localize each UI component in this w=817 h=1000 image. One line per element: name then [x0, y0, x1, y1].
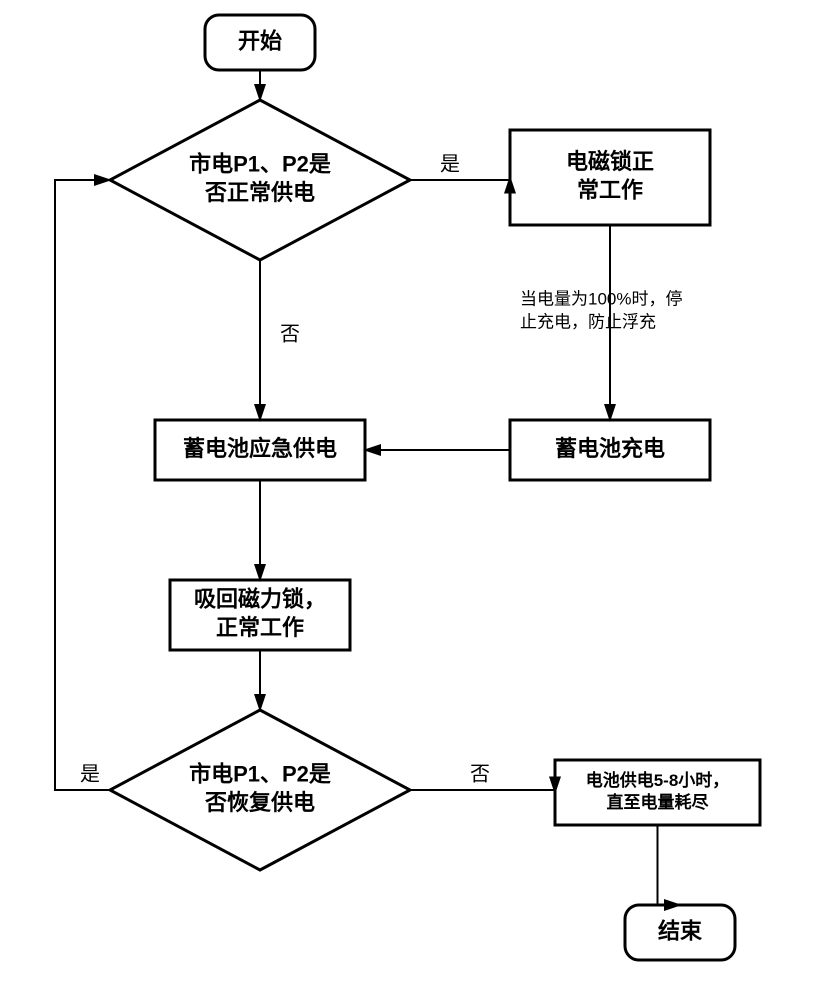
edge-1 [410, 178, 510, 181]
drain-label: 直至电量耗尽 [607, 792, 710, 812]
start-label: 开始 [238, 28, 282, 53]
d2-label: 否恢复供电 [204, 790, 315, 815]
d1-label: 否正常供电 [204, 180, 315, 205]
flowchart-diagram: 开始市电P1、P2是否正常供电 电磁锁正常工作蓄电池充电 蓄电池应急供电吸回磁力锁，… [0, 0, 817, 1000]
drain-label: 电池供电5-8小时， [586, 770, 730, 790]
charge_note: 止充电，防止浮充 [520, 312, 656, 331]
charge_note: 当电量为100%时，停 [520, 289, 682, 308]
edge-8 [658, 825, 681, 905]
edge-1-label: 是 [440, 153, 460, 175]
work-label: 正常工作 [216, 615, 304, 640]
normal-label: 常工作 [577, 178, 643, 203]
loop-edge-label: 是 [80, 763, 100, 785]
end-label: 结束 [658, 918, 703, 943]
d1-label: 市电P1、P2是 [189, 152, 331, 177]
edge-7-label: 否 [470, 763, 490, 785]
charge-label: 蓄电池充电 [555, 436, 665, 461]
loop-edge [55, 180, 110, 790]
normal-label: 电磁锁正 [566, 149, 654, 174]
edge-7 [410, 790, 555, 793]
edge-2-label: 否 [280, 323, 300, 345]
d2-label: 市电P1、P2是 [189, 762, 331, 787]
work-label: 吸回磁力锁， [194, 587, 326, 612]
backup-label: 蓄电池应急供电 [183, 436, 337, 461]
